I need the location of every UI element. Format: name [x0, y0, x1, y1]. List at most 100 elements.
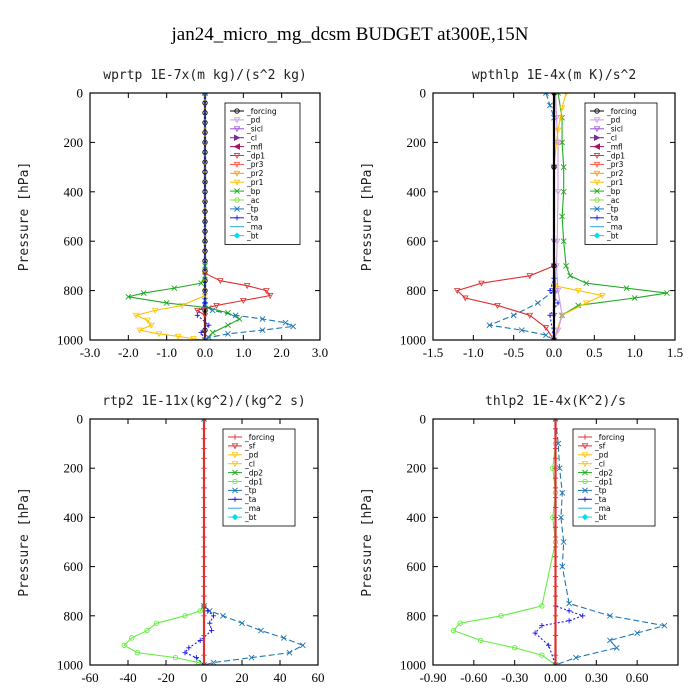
data-point [512, 645, 518, 651]
x-tick-label: -60 [81, 670, 98, 685]
data-point [202, 300, 208, 306]
data-point [547, 288, 553, 294]
data-point [559, 563, 566, 570]
data-point [566, 618, 572, 624]
legend-entry: _cl [244, 460, 255, 469]
data-point [552, 544, 559, 550]
data-point [201, 485, 207, 491]
data-point [552, 445, 559, 452]
y-tick-label: 200 [64, 135, 84, 150]
data-point [552, 573, 559, 580]
legend-marker [232, 434, 238, 440]
x-tick-label: 1.0 [235, 345, 251, 360]
x-tick-label: 0.0 [546, 345, 562, 360]
legend-marker [233, 126, 241, 133]
legend-entry: _bt [244, 513, 257, 522]
legend-marker [233, 232, 241, 239]
data-point [526, 273, 534, 280]
data-point [554, 189, 562, 196]
panel-title: wpthlp 1E-4x(m K)/s^2 [472, 68, 636, 83]
x-tick-label: 1.0 [627, 345, 643, 360]
legend-marker [231, 452, 239, 459]
legend-entry: _pr1 [606, 178, 624, 187]
legend-marker [234, 134, 241, 141]
legend-entry: _forcing [244, 433, 275, 442]
data-point [210, 613, 217, 619]
panel-title: wprtp 1E-7x(m kg)/(s^2 kg) [103, 68, 307, 83]
data-point [259, 316, 266, 322]
data-point [552, 593, 559, 599]
data-point [201, 534, 207, 540]
legend-marker [232, 478, 238, 485]
data-point [453, 288, 461, 295]
series-line-dp1 [123, 419, 205, 665]
data-point [583, 280, 590, 287]
data-point [263, 288, 270, 295]
data-point [239, 620, 245, 627]
data-point [144, 627, 150, 634]
legend-marker [593, 143, 600, 150]
y-axis-label: Pressure [hPa] [360, 162, 375, 272]
legend-marker [232, 496, 238, 502]
plot-frame [432, 418, 679, 666]
y-tick-label: 400 [407, 510, 427, 525]
series-line-dp1 [456, 93, 555, 340]
x-tick-label: -1.0 [463, 345, 484, 360]
legend-marker [234, 188, 240, 195]
series-line-bp [553, 93, 668, 340]
x-tick-label: -2.0 [118, 345, 139, 360]
legend-entry: _bt [606, 231, 619, 240]
data-point [534, 300, 541, 306]
y-tick-label: 600 [407, 234, 427, 249]
data-point [190, 336, 197, 340]
data-point [552, 485, 559, 491]
y-tick-label: 400 [407, 184, 427, 199]
plot-frame [432, 92, 676, 341]
series-group [125, 93, 297, 340]
legend-entry: _pd [244, 451, 259, 460]
legend-marker [231, 461, 239, 468]
data-point [201, 564, 207, 570]
data-point [607, 612, 613, 619]
data-point [209, 329, 216, 336]
data-point [556, 465, 563, 472]
data-point [560, 188, 567, 195]
data-point [554, 288, 562, 295]
data-point [543, 332, 549, 338]
data-point [623, 285, 630, 292]
data-point [153, 620, 160, 626]
data-point [461, 295, 469, 302]
figure-title: jan24_micro_mg_dcsm BUDGET at300E,15N [171, 24, 529, 45]
x-tick-label: -0.30 [501, 670, 528, 685]
legend-entry: _tp [606, 205, 619, 214]
legend-entry: _dp2 [594, 468, 613, 477]
legend-marker [594, 134, 601, 141]
data-point [217, 278, 224, 285]
legend-entry: _ma [594, 504, 611, 513]
data-point [286, 649, 293, 656]
data-point [201, 583, 207, 589]
x-tick-label: 0 [201, 670, 208, 685]
data-point [558, 514, 564, 521]
legend-marker [593, 179, 601, 186]
legend-marker [581, 452, 589, 459]
y-tick-label: 800 [64, 283, 84, 298]
y-tick-label: 0 [77, 412, 84, 427]
legend-marker [594, 188, 600, 195]
data-point [486, 322, 493, 329]
data-point [197, 608, 203, 614]
data-point [552, 465, 559, 471]
data-point [546, 642, 552, 648]
legend-entry: _ta [246, 214, 258, 223]
data-point [510, 312, 517, 319]
data-point [197, 637, 203, 643]
data-point [554, 327, 562, 334]
y-axis-label: Pressure [hPa] [360, 487, 375, 597]
data-point [580, 613, 586, 619]
data-point [478, 280, 485, 287]
legend-entry: _dp1 [594, 477, 613, 486]
data-point [539, 623, 545, 629]
legend-entry: _pd [594, 451, 609, 460]
legend-entry: _ma [244, 504, 261, 513]
